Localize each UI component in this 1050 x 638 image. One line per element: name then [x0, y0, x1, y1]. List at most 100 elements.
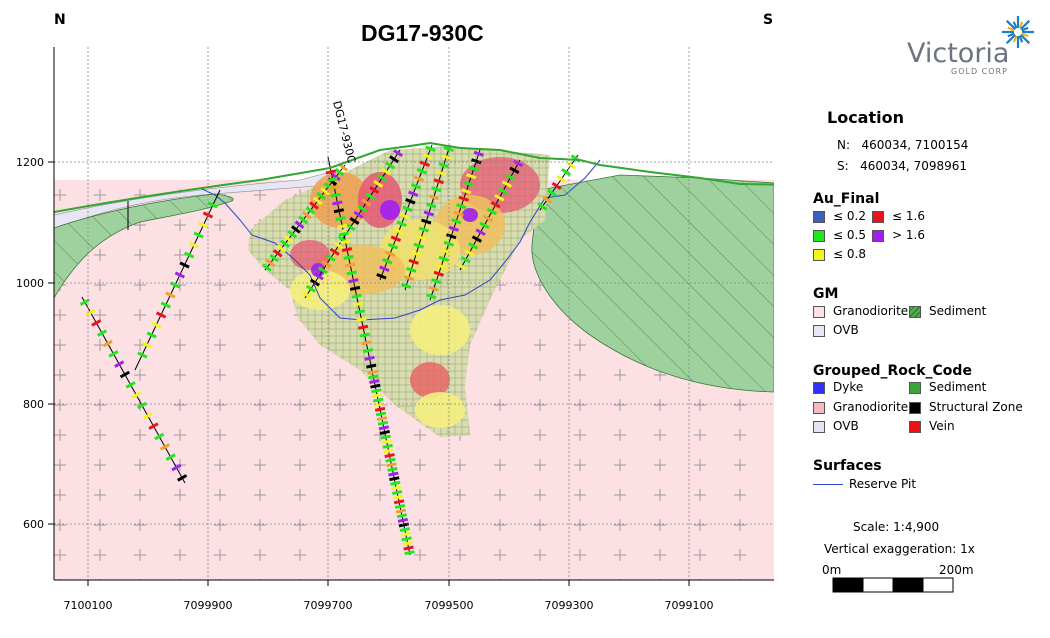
assay-interval [390, 480, 401, 486]
assay-interval [283, 234, 294, 244]
assay-interval [309, 278, 320, 287]
au-swatch [813, 230, 825, 242]
south-direction-label: S [763, 12, 774, 28]
assay-interval [423, 210, 434, 217]
assay-interval [413, 175, 425, 182]
assay-interval [327, 177, 338, 183]
assay-interval [136, 401, 148, 410]
assay-interval [416, 234, 427, 241]
assay-interval [399, 527, 410, 533]
axis-ticks [48, 161, 690, 586]
assay-interval [368, 374, 379, 380]
assay-interval [336, 223, 348, 229]
ovb-zone [54, 171, 331, 231]
assay-interval [394, 503, 406, 509]
assay-interval [317, 266, 328, 275]
assay-interval [537, 202, 548, 211]
assay-interval [335, 216, 346, 221]
gm-swatch [813, 325, 825, 337]
assay-interval [362, 348, 374, 354]
assay-interval [468, 242, 479, 250]
assay-interval [464, 249, 475, 257]
assay-interval [177, 474, 188, 482]
assay-interval [471, 235, 482, 243]
assay-interval [340, 239, 351, 245]
rock-swatch [909, 402, 921, 414]
assay-interval [411, 250, 422, 257]
assay-interval [389, 476, 400, 482]
assay-interval [367, 369, 378, 375]
au-label: > 1.6 [892, 228, 925, 242]
assay-interval [184, 251, 195, 259]
assay-interval [400, 531, 411, 537]
assay-interval [384, 453, 395, 459]
star-ray [1021, 26, 1029, 32]
assay-interval [396, 513, 408, 519]
assay-interval [433, 178, 444, 185]
assay-interval [357, 204, 368, 213]
rock-swatch [909, 421, 921, 433]
assay-interval [320, 187, 330, 196]
assay-interval [403, 545, 414, 551]
rock-label: Dyke [833, 380, 864, 394]
assay-interval [291, 225, 301, 234]
assay-interval [305, 284, 316, 293]
assay-interval [276, 244, 287, 253]
assay-interval [353, 301, 364, 307]
assay-interval [505, 173, 516, 181]
y-tick-label: 1000 [16, 277, 44, 290]
assay-interval [376, 273, 387, 280]
assay-interval [119, 370, 131, 379]
rock-code-heading: Grouped_Rock_Code [813, 363, 972, 379]
assay-interval [375, 411, 387, 417]
star-ray [1007, 26, 1015, 32]
assay-interval [361, 198, 372, 207]
star-ray [1018, 35, 1024, 43]
assay-interval [301, 290, 312, 299]
assay-interval [332, 200, 343, 206]
assay-interval [486, 207, 497, 216]
assay-interval [433, 270, 444, 277]
north-direction-label: N [54, 12, 66, 28]
assay-interval [334, 167, 345, 177]
sediment-pattern-left [54, 194, 234, 298]
assay-interval [309, 201, 319, 210]
assay-interval [413, 242, 424, 249]
assay-interval [436, 263, 447, 270]
assay-interval [272, 249, 283, 258]
assay-interval [448, 225, 459, 232]
assay-interval [148, 422, 159, 430]
assay-interval [421, 218, 432, 225]
assay-interval [410, 183, 422, 190]
assay-interval [399, 213, 410, 220]
x-tick-label: 7099900 [184, 599, 233, 612]
assay-interval [349, 285, 361, 291]
reserve-pit-swatch [813, 484, 843, 485]
surface-label: Reserve Pit [849, 477, 917, 491]
assay-interval [174, 271, 186, 279]
assay-interval [313, 272, 324, 281]
assay-interval [441, 154, 452, 160]
assay-interval [155, 311, 167, 319]
location-value: 460034, 7100154 [861, 138, 969, 152]
assay-interval [165, 291, 176, 299]
assay-interval [137, 351, 148, 359]
assay-interval [390, 235, 402, 242]
au-label: ≤ 1.6 [892, 209, 925, 223]
assay-interval [466, 173, 477, 180]
assay-interval [298, 215, 309, 225]
assay-interval [501, 180, 512, 188]
assay-interval [329, 247, 340, 256]
assay-interval [388, 471, 399, 477]
assay-interval [265, 258, 276, 268]
x-tick-label: 7099500 [425, 599, 474, 612]
au-swatch [872, 211, 884, 223]
assay-interval [344, 262, 356, 268]
assay-interval [391, 490, 403, 496]
assay-interval [207, 201, 218, 209]
au-final-heading: Au_Final [813, 191, 880, 207]
star-ray [1012, 35, 1018, 43]
assay-interval [396, 220, 407, 227]
assay-interval [419, 160, 430, 167]
